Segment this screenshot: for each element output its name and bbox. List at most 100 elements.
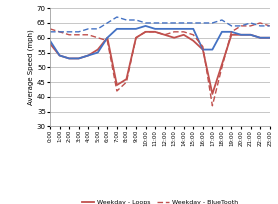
Weekend - Loops — [259, 37, 262, 39]
Weekday - BlueTooth — [106, 39, 109, 42]
Weekend - Loops — [58, 54, 61, 57]
Weekend - Loops — [239, 33, 243, 36]
Weekend - BlueTooth — [144, 22, 147, 24]
Weekday - BlueTooth — [125, 81, 128, 83]
Weekday - Loops — [239, 33, 243, 36]
Weekend - Loops — [182, 28, 185, 30]
Weekday - BlueTooth — [201, 45, 205, 48]
Weekday - BlueTooth — [68, 33, 71, 36]
Weekend - BlueTooth — [259, 25, 262, 27]
Weekend - Loops — [173, 28, 176, 30]
Weekday - BlueTooth — [211, 104, 214, 107]
Weekend - Loops — [77, 57, 80, 60]
Weekday - BlueTooth — [239, 25, 243, 27]
Weekend - BlueTooth — [77, 31, 80, 33]
Weekday - Loops — [96, 48, 100, 51]
Weekend - Loops — [163, 28, 166, 30]
Weekend - BlueTooth — [96, 28, 100, 30]
Weekday - BlueTooth — [249, 25, 252, 27]
Weekday - Loops — [77, 57, 80, 60]
Weekday - Loops — [182, 33, 185, 36]
Weekday - BlueTooth — [58, 31, 61, 33]
Weekend - BlueTooth — [115, 16, 118, 18]
Weekday - BlueTooth — [86, 33, 90, 36]
Weekday - Loops — [106, 37, 109, 39]
Weekend - Loops — [134, 28, 138, 30]
Weekday - BlueTooth — [48, 28, 52, 30]
Weekday - Loops — [68, 57, 71, 60]
Weekend - Loops — [48, 39, 52, 42]
Weekend - BlueTooth — [182, 22, 185, 24]
Weekend - BlueTooth — [268, 25, 271, 27]
Weekend - BlueTooth — [106, 22, 109, 24]
Line: Weekend - Loops: Weekend - Loops — [50, 26, 270, 59]
Weekday - Loops — [173, 37, 176, 39]
Weekday - BlueTooth — [96, 37, 100, 39]
Weekday - Loops — [58, 54, 61, 57]
Weekend - Loops — [220, 31, 224, 33]
Weekend - BlueTooth — [173, 22, 176, 24]
Weekday - Loops — [115, 84, 118, 86]
Weekday - Loops — [211, 93, 214, 95]
Weekday - Loops — [230, 33, 233, 36]
Weekday - Loops — [144, 31, 147, 33]
Weekend - Loops — [115, 28, 118, 30]
Weekday - Loops — [134, 37, 138, 39]
Weekend - Loops — [125, 28, 128, 30]
Weekday - Loops — [163, 33, 166, 36]
Weekday - BlueTooth — [77, 33, 80, 36]
Weekday - Loops — [268, 37, 271, 39]
Weekday - Loops — [86, 54, 90, 57]
Weekend - Loops — [211, 48, 214, 51]
Weekend - BlueTooth — [249, 22, 252, 24]
Weekend - Loops — [249, 33, 252, 36]
Weekend - Loops — [96, 51, 100, 54]
Weekend - Loops — [230, 31, 233, 33]
Weekday - BlueTooth — [163, 33, 166, 36]
Weekday - BlueTooth — [134, 37, 138, 39]
Weekday - Loops — [249, 33, 252, 36]
Weekend - Loops — [201, 48, 205, 51]
Weekday - Loops — [192, 39, 195, 42]
Line: Weekday - Loops: Weekday - Loops — [50, 32, 270, 94]
Weekend - BlueTooth — [192, 22, 195, 24]
Y-axis label: Average Speed (mph): Average Speed (mph) — [28, 29, 34, 105]
Weekday - BlueTooth — [259, 22, 262, 24]
Weekday - BlueTooth — [268, 25, 271, 27]
Legend: Weekday - Loops, Weekend - Loops, Weekday - BlueTooth, Weekend - BlueTooth: Weekday - Loops, Weekend - Loops, Weekda… — [81, 198, 239, 204]
Weekend - BlueTooth — [211, 22, 214, 24]
Weekend - Loops — [268, 37, 271, 39]
Weekday - Loops — [220, 63, 224, 66]
Weekday - Loops — [259, 37, 262, 39]
Weekend - Loops — [106, 37, 109, 39]
Weekday - BlueTooth — [173, 31, 176, 33]
Weekday - BlueTooth — [230, 31, 233, 33]
Weekend - BlueTooth — [153, 22, 157, 24]
Weekend - BlueTooth — [48, 31, 52, 33]
Weekend - Loops — [153, 28, 157, 30]
Weekday - BlueTooth — [144, 31, 147, 33]
Weekend - Loops — [86, 54, 90, 57]
Line: Weekend - BlueTooth: Weekend - BlueTooth — [50, 17, 270, 32]
Weekend - BlueTooth — [163, 22, 166, 24]
Weekend - BlueTooth — [58, 31, 61, 33]
Weekend - BlueTooth — [230, 25, 233, 27]
Weekend - BlueTooth — [239, 25, 243, 27]
Weekday - BlueTooth — [182, 31, 185, 33]
Weekday - BlueTooth — [220, 66, 224, 69]
Weekday - BlueTooth — [153, 31, 157, 33]
Weekday - Loops — [153, 31, 157, 33]
Weekend - Loops — [192, 28, 195, 30]
Weekday - Loops — [125, 78, 128, 80]
Weekend - BlueTooth — [125, 19, 128, 21]
Weekday - Loops — [201, 48, 205, 51]
Weekend - BlueTooth — [134, 19, 138, 21]
Weekend - BlueTooth — [68, 31, 71, 33]
Weekday - BlueTooth — [192, 33, 195, 36]
Weekend - Loops — [68, 57, 71, 60]
Line: Weekday - BlueTooth: Weekday - BlueTooth — [50, 23, 270, 106]
Weekend - Loops — [144, 25, 147, 27]
Weekend - BlueTooth — [86, 28, 90, 30]
Weekday - BlueTooth — [115, 90, 118, 92]
Weekday - Loops — [48, 42, 52, 45]
